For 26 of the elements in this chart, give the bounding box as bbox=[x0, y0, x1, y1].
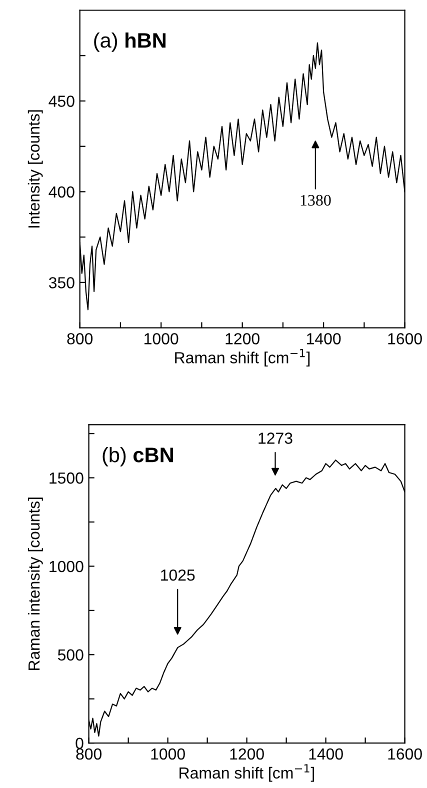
x-tick-label: 1200 bbox=[226, 333, 260, 344]
x-tick-label: 1200 bbox=[230, 748, 264, 760]
x-tick-label: 1000 bbox=[151, 748, 185, 760]
y-axis-title: Intensity [counts] bbox=[28, 110, 43, 228]
y-tick-label: 1000 bbox=[50, 560, 84, 572]
y-tick-label: 1500 bbox=[50, 472, 84, 484]
x-axis-title: Raman shift [cm$^{−1}$] bbox=[180, 764, 314, 782]
y-tick-label: 450 bbox=[48, 96, 74, 107]
x-tick-label: 1600 bbox=[388, 748, 422, 760]
x-tick-label: 1600 bbox=[388, 333, 422, 344]
annotation: 1025 bbox=[161, 569, 195, 581]
x-tick-label: 800 bbox=[76, 748, 102, 760]
text: (a) hBN bbox=[94, 32, 166, 52]
x-tick-label: 800 bbox=[67, 333, 93, 344]
annotation: 1380 bbox=[300, 194, 331, 206]
x-tick-label: 1400 bbox=[309, 748, 343, 760]
y-tick-label: 400 bbox=[48, 186, 74, 198]
x-tick-label: 1400 bbox=[307, 333, 341, 344]
y-axis-title: Raman intensity [counts] bbox=[28, 498, 43, 670]
x-tick-label: 1000 bbox=[144, 333, 178, 344]
annotation: 1273 bbox=[258, 432, 292, 444]
x-axis-title: Raman shift [cm$^{−1}$] bbox=[175, 348, 310, 367]
y-tick-label: 500 bbox=[58, 649, 84, 661]
y-tick-label: 0 bbox=[76, 738, 84, 750]
y-tick-label: 350 bbox=[48, 277, 74, 288]
text: (b) cBN bbox=[102, 447, 173, 466]
